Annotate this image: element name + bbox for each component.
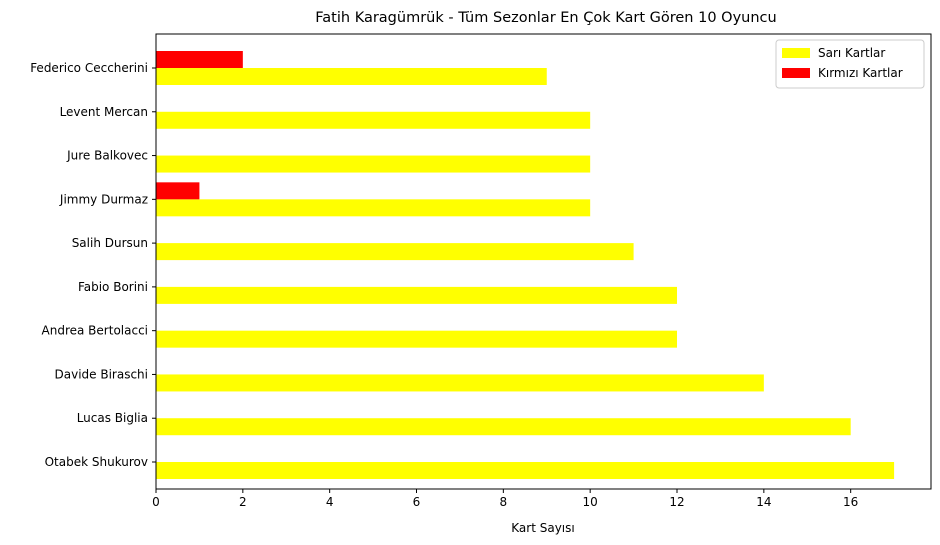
chart-title: Fatih Karagümrük - Tüm Sezonlar En Çok K… <box>315 10 776 26</box>
plot-frame <box>155 33 932 490</box>
y-tick-label-1: Lucas Biglia <box>77 411 148 425</box>
bar-yellow-0 <box>156 462 895 479</box>
x-axis-label: Kart Sayısı <box>511 521 574 535</box>
y-tick-label-3: Andrea Bertolacci <box>42 324 148 338</box>
bar-yellow-8 <box>156 111 591 129</box>
legend-box <box>775 39 925 89</box>
y-tick-label-2: Davide Biraschi <box>55 367 149 381</box>
bar-red-6 <box>156 182 200 200</box>
x-tick-label-8: 16 <box>843 495 858 509</box>
y-axis: Otabek Shukurov Lucas Biglia Davide Birasc… <box>30 61 156 469</box>
x-tick-label-0: 0 <box>152 495 160 509</box>
y-tick-label-0: Otabek Shukurov <box>45 455 148 469</box>
bar-red-9 <box>156 51 243 68</box>
bar-yellow-7 <box>156 155 591 173</box>
y-tick-label-9: Federico Ceccherini <box>30 61 148 75</box>
bar-yellow-5 <box>156 243 634 261</box>
legend-swatch-0 <box>782 48 810 58</box>
legend-label-1: Kırmızı Kartlar <box>818 66 903 80</box>
bar-yellow-1 <box>156 418 851 436</box>
x-tick-label-4: 8 <box>500 495 508 509</box>
bar-yellow-9 <box>156 68 547 85</box>
y-tick-label-4: Fabio Borini <box>78 280 148 294</box>
y-tick-label-7: Jure Balkovec <box>66 149 148 163</box>
x-tick-label-1: 2 <box>239 495 247 509</box>
legend-swatch-1 <box>782 68 810 78</box>
x-axis: 0 2 4 6 8 10 12 14 16 <box>152 489 858 509</box>
x-tick-label-6: 12 <box>669 495 684 509</box>
x-tick-label-7: 14 <box>756 495 771 509</box>
legend: Sarı Kartlar Kırmızı Kartlar <box>775 39 925 89</box>
y-tick-label-8: Levent Mercan <box>60 105 148 119</box>
x-tick-label-5: 10 <box>583 495 598 509</box>
bars-layer <box>156 51 895 479</box>
legend-label-0: Sarı Kartlar <box>818 46 885 60</box>
y-tick-label-6: Jimmy Durmaz <box>59 192 148 206</box>
bar-yellow-3 <box>156 330 678 348</box>
y-tick-label-5: Salih Dursun <box>72 236 148 250</box>
bar-yellow-4 <box>156 286 678 304</box>
x-tick-label-2: 4 <box>326 495 334 509</box>
bar-yellow-6 <box>156 199 591 217</box>
x-tick-label-3: 6 <box>413 495 421 509</box>
bar-yellow-2 <box>156 374 764 392</box>
